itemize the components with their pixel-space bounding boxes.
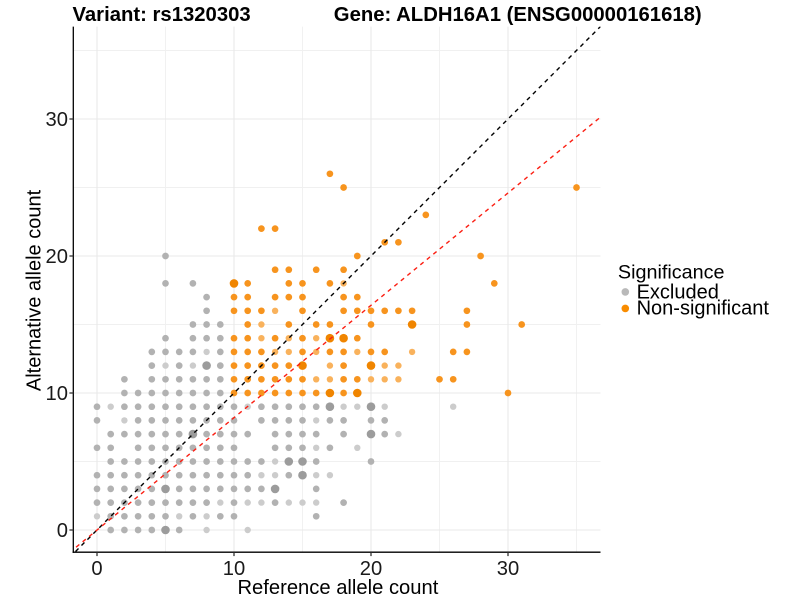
svg-text:Excluded: Excluded xyxy=(637,282,719,304)
svg-text:20: 20 xyxy=(46,246,68,268)
svg-text:Significance: Significance xyxy=(618,261,725,283)
svg-text:10: 10 xyxy=(46,383,68,405)
svg-text:Alternative allele count: Alternative allele count xyxy=(23,189,45,391)
svg-text:10: 10 xyxy=(223,558,245,580)
svg-text:20: 20 xyxy=(360,558,382,580)
svg-text:Gene: ALDH16A1 (ENSG0000016161: Gene: ALDH16A1 (ENSG00000161618) xyxy=(334,4,702,26)
svg-text:30: 30 xyxy=(497,558,519,580)
svg-text:0: 0 xyxy=(57,520,68,542)
svg-text:Non-significant: Non-significant xyxy=(637,298,770,320)
svg-text:0: 0 xyxy=(91,558,102,580)
svg-text:Reference allele count: Reference allele count xyxy=(237,577,438,599)
svg-text:Variant: rs1320303: Variant: rs1320303 xyxy=(73,4,251,26)
svg-text:30: 30 xyxy=(46,109,68,131)
